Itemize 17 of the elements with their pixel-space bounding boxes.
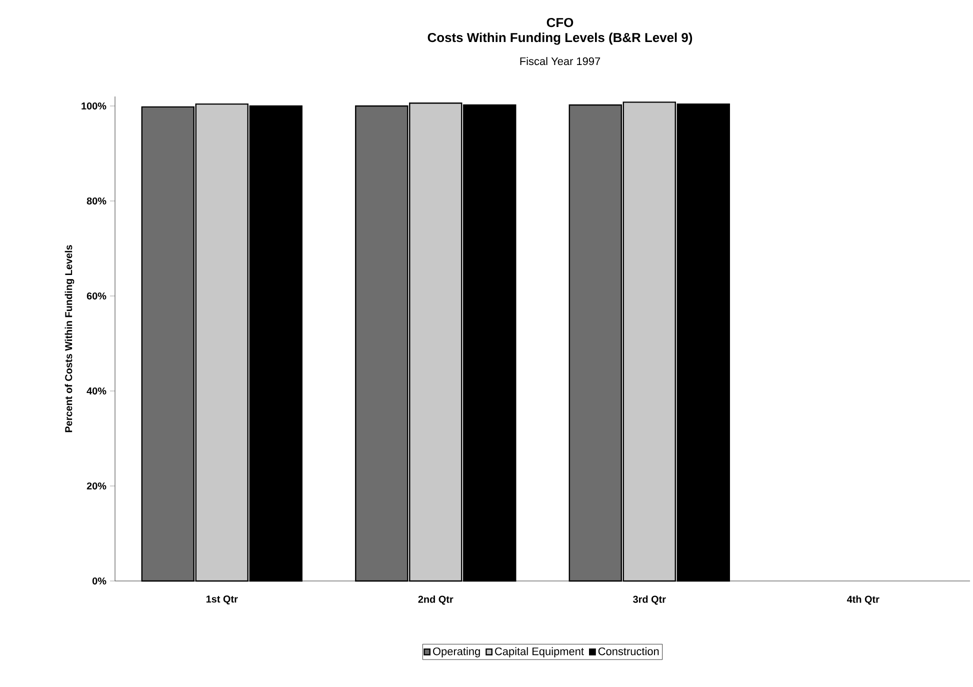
y-tick-label: 0% (92, 577, 106, 585)
chart-title: CFO (546, 18, 574, 28)
x-tick-label: 1st Qtr (206, 596, 238, 604)
legend-label: Capital Equipment (495, 647, 584, 658)
chart-subtitle: Costs Within Funding Levels (B&R Level 9) (428, 32, 692, 45)
legend-label: Operating (433, 647, 480, 658)
y-axis-title: Percent of Costs Within Funding Levels (64, 245, 74, 432)
y-tick-label: 40% (86, 387, 106, 395)
x-tick-label: 2nd Qtr (418, 596, 454, 605)
y-tick-label: 20% (86, 482, 106, 490)
text: Fiscal Year 1997 (520, 57, 600, 66)
y-tick-label: 60% (86, 292, 106, 300)
y-tick-label: 80% (86, 197, 106, 205)
x-tick-label: 4th Qtr (846, 596, 880, 605)
y-tick-label: 100% (82, 102, 106, 110)
legend-label: Construction (598, 647, 659, 656)
x-tick-label: 3rd Qtr (633, 596, 666, 605)
